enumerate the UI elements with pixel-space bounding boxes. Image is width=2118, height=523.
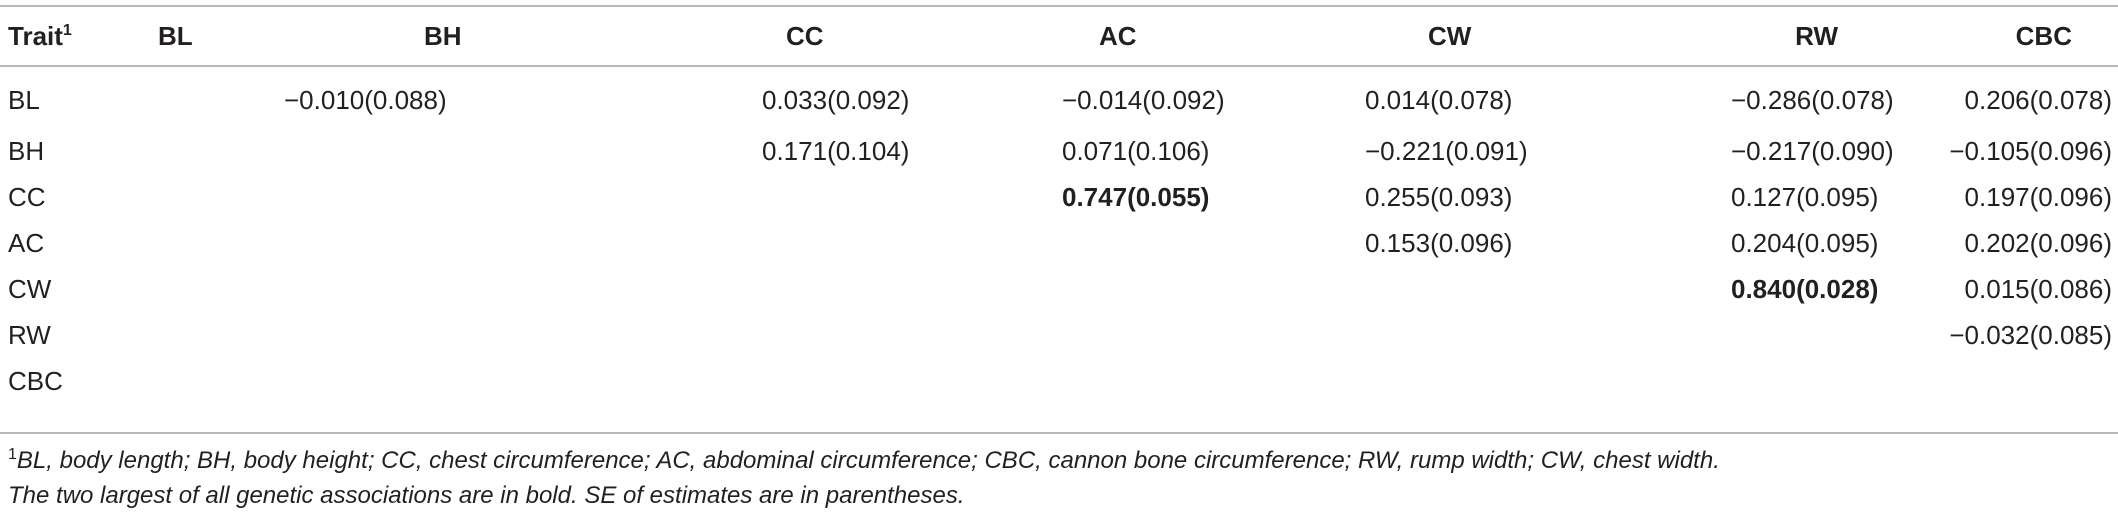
table-cell: 0.202(0.096) [1964, 227, 2112, 258]
row-trait-label: BH [8, 135, 45, 166]
table-cell: 0.747(0.055) [1062, 181, 1210, 212]
table-cell [1295, 312, 1625, 358]
table-row: BH 0.171(0.104) 0.071(0.106) −0.221(0.091) −… [0, 128, 2118, 174]
table-row: RW −0.032(0.085) [0, 312, 2118, 358]
table-cell [246, 220, 640, 266]
table-cell [640, 174, 968, 220]
row-trait-label: BL [8, 85, 40, 115]
row-trait-label: CW [8, 273, 52, 304]
header-col: BL [158, 20, 193, 51]
table-cell [640, 358, 968, 404]
table-cell [100, 220, 246, 266]
footnote-line-1-text: BL, body length; BH, body height; CC, ch… [16, 447, 1720, 474]
table-cell [100, 312, 246, 358]
table-cell: 0.840(0.028) [1731, 273, 1879, 304]
table-row: CW 0.840(0.028) 0.015(0.086) [0, 266, 2118, 312]
row-trait-label: AC [8, 227, 45, 258]
row-trait-label: RW [8, 319, 51, 350]
table-cell: 0.153(0.096) [1365, 227, 1513, 258]
table-row: BL −0.010(0.088) 0.033(0.092) −0.014(0.092)… [0, 64, 2118, 128]
table-row: CC 0.747(0.055) 0.255(0.093) 0.127(0.095) 0.… [0, 174, 2118, 220]
table-cell: 0.071(0.106) [1062, 135, 1210, 166]
table-cell [1838, 358, 2118, 404]
table-cell: −0.105(0.096) [1949, 135, 2112, 166]
table-row: CBC [0, 358, 2118, 404]
table-row: AC 0.153(0.096) 0.204(0.095) 0.202(0.096) [0, 220, 2118, 266]
table-cell [968, 358, 1295, 404]
table-cell [968, 266, 1295, 312]
table-cell [100, 128, 246, 174]
table-cell: −0.032(0.085) [1949, 319, 2112, 350]
row-trait-label: CBC [8, 365, 63, 396]
table-cell [1295, 266, 1625, 312]
table-cell: −0.014(0.092) [1062, 85, 1225, 115]
table-cell [1295, 358, 1625, 404]
header-col: CC [786, 20, 824, 51]
genetic-correlation-table: Trait1 BL BH CC AC CW RW CBC BL −0.010(0.… [0, 8, 2118, 404]
header-col: CW [1428, 20, 1472, 51]
table-cell [246, 358, 640, 404]
table-cell: 0.206(0.078) [1964, 85, 2112, 115]
header-trait-label: Trait [8, 20, 63, 51]
footnote-line-1: 1BL, body length; BH, body height; CC, c… [8, 443, 2108, 478]
table-cell [640, 220, 968, 266]
table-cell: 0.197(0.096) [1964, 181, 2112, 212]
table-cell [640, 312, 968, 358]
header-trait-footnote-marker: 1 [62, 21, 72, 39]
table-cell: 0.014(0.078) [1365, 85, 1513, 115]
table-cell: 0.033(0.092) [762, 85, 910, 115]
table-cell: 0.171(0.104) [762, 135, 910, 166]
table-cell: −0.286(0.078) [1731, 85, 1894, 115]
table-top-rule [0, 5, 2118, 7]
header-trait: Trait1 [0, 8, 100, 64]
footnote-line-2: The two largest of all genetic associati… [8, 482, 965, 509]
table-cell [1625, 358, 1838, 404]
header-col: BH [424, 20, 462, 51]
table-cell [246, 174, 640, 220]
table-cell [100, 174, 246, 220]
table-cell: 0.204(0.095) [1731, 227, 1879, 258]
table-body: BL −0.010(0.088) 0.033(0.092) −0.014(0.092)… [0, 64, 2118, 404]
table-bottom-rule [0, 432, 2118, 434]
table-header-row: Trait1 BL BH CC AC CW RW CBC [0, 8, 2118, 64]
table-footnote: 1BL, body length; BH, body height; CC, c… [8, 443, 2108, 513]
table-cell: 0.127(0.095) [1731, 181, 1879, 212]
table-cell [640, 266, 968, 312]
table-cell: −0.010(0.088) [284, 85, 447, 115]
table-cell [1625, 312, 1838, 358]
table-cell: −0.221(0.091) [1365, 135, 1528, 166]
footnote-marker: 1 [8, 446, 17, 463]
header-col: AC [1099, 20, 1137, 51]
row-trait-label: CC [8, 181, 46, 212]
table-cell [246, 312, 640, 358]
header-col: RW [1795, 20, 1838, 51]
table-cell [968, 220, 1295, 266]
table-cell [100, 358, 246, 404]
table-cell [246, 128, 640, 174]
table-cell: −0.217(0.090) [1731, 135, 1894, 166]
table-cell [246, 266, 640, 312]
table-cell [100, 64, 246, 128]
table-cell: 0.015(0.086) [1964, 273, 2112, 304]
table-cell [100, 266, 246, 312]
table-cell [968, 312, 1295, 358]
table-cell: 0.255(0.093) [1365, 181, 1513, 212]
header-col: CBC [2015, 20, 2072, 51]
table-header-rule [0, 65, 2118, 67]
